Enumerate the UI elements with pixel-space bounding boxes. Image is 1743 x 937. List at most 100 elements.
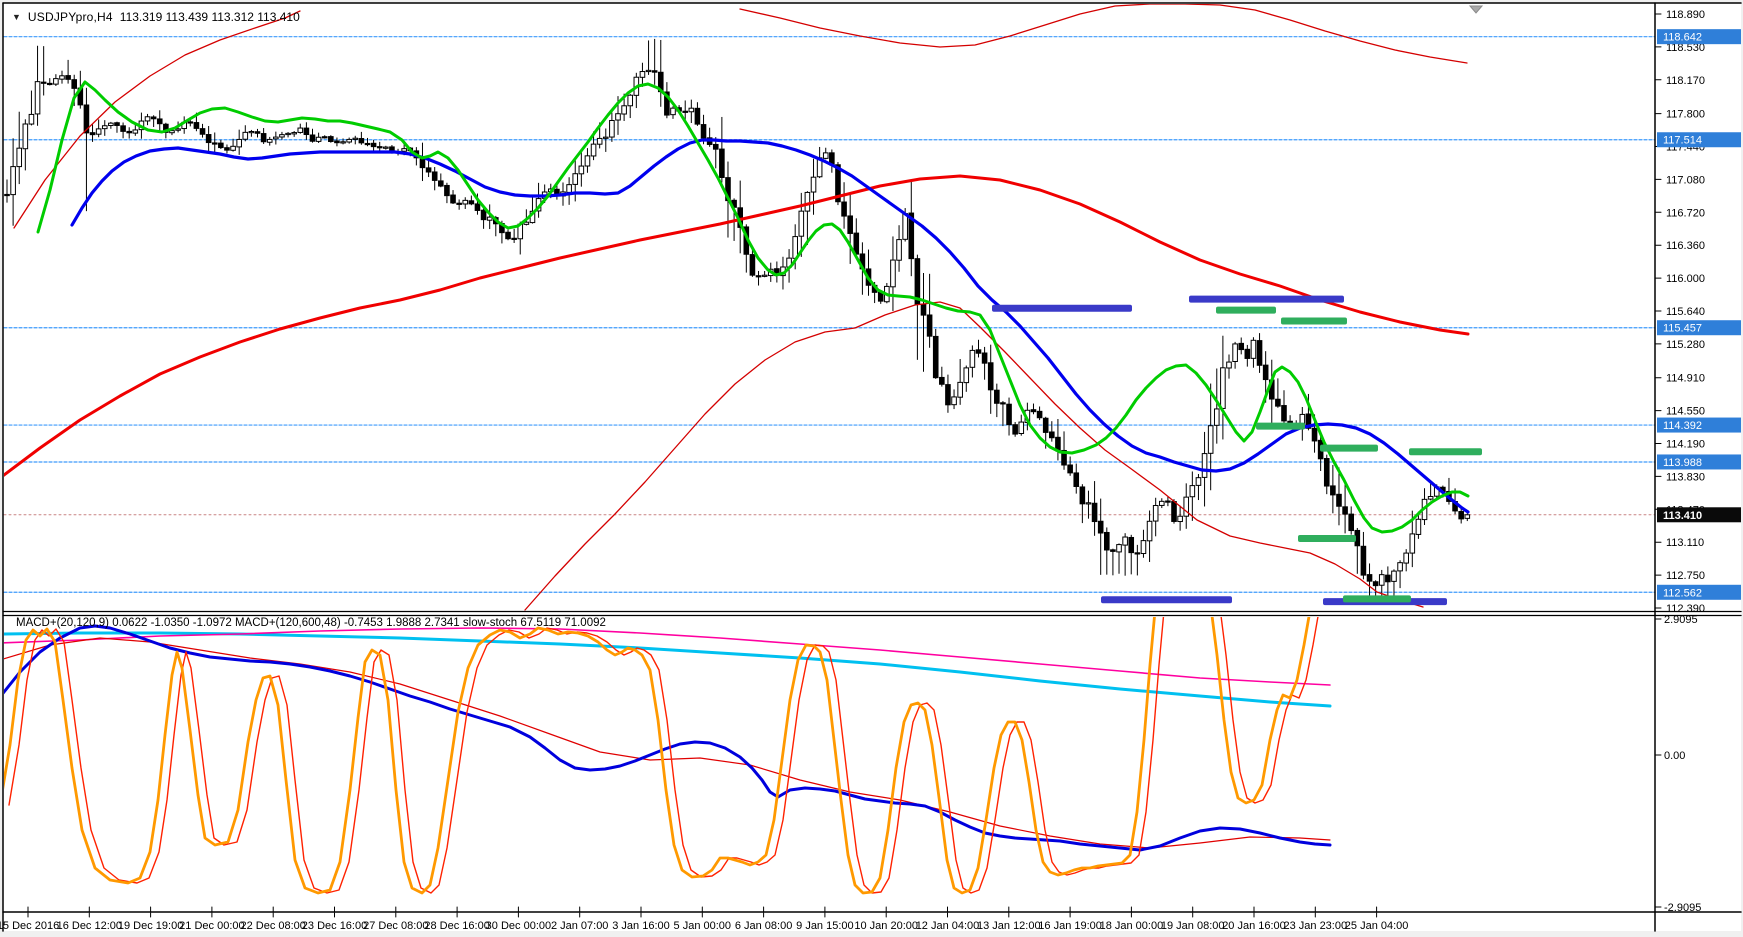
candle-bullish <box>297 127 304 133</box>
candle-bullish <box>1415 518 1422 535</box>
candle-bearish <box>505 231 511 240</box>
time-axis-label: 30 Dec 00:00 <box>486 920 551 932</box>
candle-bullish <box>639 71 646 78</box>
candle-bearish <box>1342 506 1348 515</box>
candle-bearish <box>193 122 200 129</box>
candle-bullish <box>1250 339 1257 359</box>
candle-bullish <box>1152 505 1159 522</box>
candle-bearish <box>328 136 334 142</box>
candle-bearish <box>150 116 157 120</box>
candle-bullish <box>578 165 585 175</box>
candle-bullish <box>688 107 695 113</box>
candle-bullish <box>108 122 114 127</box>
candle-bearish <box>749 254 756 276</box>
candle-bullish <box>266 138 273 143</box>
candle-bearish <box>1134 552 1141 555</box>
indicator-tick-label: 0.00 <box>1664 750 1685 762</box>
level-price-badge-text: 113.988 <box>1663 457 1702 469</box>
zone-segment-green <box>1256 422 1305 430</box>
candle-bullish <box>28 113 35 125</box>
candle-bearish <box>694 107 701 125</box>
candle-bearish <box>1110 549 1116 552</box>
candle-bullish <box>822 152 829 159</box>
time-axis-label: 21 Dec 00:00 <box>179 920 244 932</box>
level-price-badge <box>1657 320 1741 336</box>
candle-bearish <box>260 133 267 143</box>
zone-segment-green <box>1298 535 1356 543</box>
time-axis-label: 16 Dec 12:00 <box>57 920 122 932</box>
candle-bullish <box>230 145 236 151</box>
candle-bearish <box>438 180 444 187</box>
candle-bullish <box>1427 496 1434 500</box>
candle-bearish <box>1366 574 1373 582</box>
candle-bullish <box>1140 540 1147 555</box>
price-tick-label: 117.080 <box>1666 174 1705 186</box>
symbol-dropdown-icon[interactable]: ▼ <box>12 11 21 22</box>
candle-bearish <box>1104 531 1110 551</box>
zone-segment-blue <box>1101 596 1232 604</box>
level-price-badge-text: 118.642 <box>1663 32 1702 44</box>
candle-bullish <box>1232 343 1238 362</box>
time-axis-label: 19 Dec 19:00 <box>118 920 183 932</box>
level-price-badge <box>1657 132 1741 148</box>
candle-bearish <box>309 134 316 142</box>
candle-bullish <box>340 141 346 144</box>
candle-bearish <box>932 335 939 379</box>
candle-bullish <box>1195 477 1202 486</box>
candle-bearish <box>450 194 456 204</box>
candle-bearish <box>456 202 462 205</box>
time-axis-label: 23 Jan 23:00 <box>1283 920 1347 932</box>
chart-background <box>3 3 1741 931</box>
candle-bearish <box>651 70 658 73</box>
zone-segment-blue <box>992 304 1132 312</box>
time-axis-label: 15 Dec 2016 <box>0 920 59 932</box>
candle-bearish <box>431 171 438 181</box>
candle-bearish <box>156 118 163 125</box>
price-tick-label: 114.190 <box>1666 439 1705 451</box>
candle-bearish <box>205 134 212 144</box>
candle-bullish <box>10 166 16 196</box>
candle-bearish <box>89 132 96 136</box>
level-price-badge-text: 112.562 <box>1663 587 1702 599</box>
price-tick-label: 118.890 <box>1666 9 1705 21</box>
candle-bullish <box>1201 453 1208 478</box>
candle-bearish <box>1458 511 1464 520</box>
price-tick-label: 113.830 <box>1666 471 1705 483</box>
candle-bullish <box>236 138 242 148</box>
candle-bullish <box>279 134 285 138</box>
candle-bullish <box>590 143 597 157</box>
candle-bullish <box>1403 552 1409 564</box>
zone-segment-green <box>1281 317 1347 325</box>
candle-bearish <box>981 352 988 364</box>
candle-bearish <box>987 362 994 391</box>
candle-bullish <box>896 239 902 261</box>
indicator-tick-label: 2.9095 <box>1664 614 1698 626</box>
candle-bearish <box>1336 493 1342 507</box>
candle-bullish <box>462 199 469 205</box>
candle-bearish <box>254 131 261 134</box>
upper-band-line <box>739 4 1468 64</box>
candle-bullish <box>132 129 139 134</box>
candle-bearish <box>908 212 915 260</box>
candle-bearish <box>1165 500 1171 503</box>
candle-bullish <box>969 349 976 368</box>
candle-bearish <box>303 127 310 136</box>
candle-bearish <box>1012 424 1018 435</box>
candle-bullish <box>285 132 291 136</box>
candle-bearish <box>358 138 365 144</box>
candle-bearish <box>1348 513 1355 532</box>
time-axis-label: 16 Jan 19:00 <box>1038 920 1102 932</box>
time-axis-label: 3 Jan 16:00 <box>612 920 670 932</box>
level-price-badge-text: 115.457 <box>1663 323 1702 335</box>
candle-bullish <box>315 136 322 142</box>
candle-bearish <box>682 110 689 113</box>
candle-bearish <box>1281 405 1287 422</box>
fast-ma-line <box>36 80 1470 534</box>
candle-bullish <box>566 184 572 193</box>
candle-bearish <box>926 314 933 337</box>
candle-bearish <box>664 91 670 116</box>
candle-bullish <box>1183 496 1190 517</box>
candle-bearish <box>40 81 47 84</box>
